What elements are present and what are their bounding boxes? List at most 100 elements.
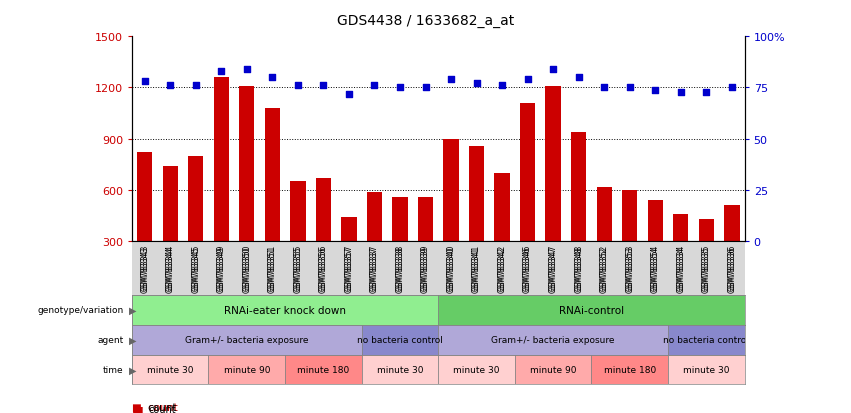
Text: GSM783344: GSM783344 xyxy=(166,246,174,292)
Bar xyxy=(214,78,229,242)
Text: GSM783351: GSM783351 xyxy=(268,246,277,292)
Point xyxy=(444,77,458,83)
Text: GSM783344: GSM783344 xyxy=(166,244,174,291)
Text: GSM783348: GSM783348 xyxy=(574,244,583,290)
Text: GSM783345: GSM783345 xyxy=(191,244,200,291)
Point xyxy=(700,89,713,96)
Point xyxy=(393,85,407,92)
Text: GSM783356: GSM783356 xyxy=(319,244,328,291)
Text: GSM783342: GSM783342 xyxy=(498,244,506,290)
Text: GSM783356: GSM783356 xyxy=(319,246,328,292)
Text: time: time xyxy=(103,365,123,374)
Text: ▶: ▶ xyxy=(129,335,137,345)
Bar xyxy=(137,153,152,242)
Text: ▶: ▶ xyxy=(129,305,137,315)
Bar xyxy=(239,87,254,242)
Text: minute 90: minute 90 xyxy=(224,365,270,374)
Bar xyxy=(188,157,203,242)
Text: GSM783347: GSM783347 xyxy=(549,246,557,292)
Bar xyxy=(494,173,510,242)
Bar xyxy=(163,166,178,242)
Text: GSM783343: GSM783343 xyxy=(140,246,149,292)
Bar xyxy=(341,218,357,242)
Text: GSM783335: GSM783335 xyxy=(702,246,711,292)
Bar xyxy=(438,325,668,355)
Bar xyxy=(392,197,408,242)
Bar xyxy=(520,104,535,242)
Bar xyxy=(668,355,745,385)
Bar xyxy=(438,355,515,385)
Bar xyxy=(316,178,331,242)
Text: ▶: ▶ xyxy=(129,365,137,375)
Text: GSM783357: GSM783357 xyxy=(345,244,353,291)
Bar xyxy=(367,192,382,242)
Text: minute 180: minute 180 xyxy=(297,365,350,374)
Bar xyxy=(622,190,637,242)
Point xyxy=(214,69,228,75)
Text: GSM783336: GSM783336 xyxy=(728,246,736,292)
Point xyxy=(725,85,739,92)
Text: no bacteria control: no bacteria control xyxy=(357,335,443,344)
Text: GSM783340: GSM783340 xyxy=(447,244,455,291)
Text: GSM783347: GSM783347 xyxy=(549,244,557,291)
Text: RNAi-control: RNAi-control xyxy=(559,305,624,315)
Text: agent: agent xyxy=(97,335,123,344)
Text: GSM783335: GSM783335 xyxy=(702,244,711,291)
Text: GSM783350: GSM783350 xyxy=(243,246,251,292)
Text: GSM783343: GSM783343 xyxy=(140,244,149,291)
Bar xyxy=(362,325,438,355)
Text: minute 30: minute 30 xyxy=(147,365,193,374)
Text: GDS4438 / 1633682_a_at: GDS4438 / 1633682_a_at xyxy=(337,14,514,28)
Text: GSM783349: GSM783349 xyxy=(217,246,226,292)
Text: minute 30: minute 30 xyxy=(683,365,729,374)
Bar xyxy=(208,355,285,385)
Text: GSM783341: GSM783341 xyxy=(472,246,481,292)
Text: ■: ■ xyxy=(132,403,144,413)
Point xyxy=(470,81,483,88)
Point xyxy=(623,85,637,92)
Point xyxy=(419,85,432,92)
Bar xyxy=(469,146,484,242)
Point xyxy=(266,75,279,81)
Text: GSM783357: GSM783357 xyxy=(345,246,353,292)
Text: GSM783352: GSM783352 xyxy=(600,244,608,290)
Point xyxy=(138,79,151,85)
Bar xyxy=(132,325,362,355)
Point xyxy=(648,87,662,94)
Text: minute 90: minute 90 xyxy=(530,365,576,374)
Text: GSM783339: GSM783339 xyxy=(421,244,430,291)
Text: GSM783352: GSM783352 xyxy=(600,246,608,292)
Point xyxy=(240,66,254,73)
Text: GSM783353: GSM783353 xyxy=(625,244,634,291)
Text: minute 30: minute 30 xyxy=(454,365,500,374)
Bar xyxy=(673,214,688,242)
Point xyxy=(546,66,560,73)
Text: Gram+/- bacteria exposure: Gram+/- bacteria exposure xyxy=(185,335,309,344)
Text: GSM783354: GSM783354 xyxy=(651,246,660,292)
Bar xyxy=(591,355,668,385)
Text: GSM783338: GSM783338 xyxy=(396,246,404,292)
Point xyxy=(495,83,509,90)
Text: GSM783349: GSM783349 xyxy=(217,244,226,291)
Text: count: count xyxy=(147,402,177,412)
Point xyxy=(597,85,611,92)
Bar xyxy=(443,140,459,242)
Point xyxy=(189,83,203,90)
Bar xyxy=(418,197,433,242)
Text: minute 180: minute 180 xyxy=(603,365,656,374)
Text: GSM783337: GSM783337 xyxy=(370,246,379,292)
Text: ■  count: ■ count xyxy=(132,402,178,412)
Bar xyxy=(648,201,663,242)
Bar xyxy=(132,295,438,325)
Bar xyxy=(668,325,745,355)
Text: GSM783337: GSM783337 xyxy=(370,244,379,291)
Text: Gram+/- bacteria exposure: Gram+/- bacteria exposure xyxy=(491,335,615,344)
Text: GSM783342: GSM783342 xyxy=(498,246,506,292)
Bar xyxy=(285,355,362,385)
Point xyxy=(572,75,585,81)
Text: GSM783346: GSM783346 xyxy=(523,246,532,292)
Text: RNAi-eater knock down: RNAi-eater knock down xyxy=(224,305,346,315)
Text: GSM783348: GSM783348 xyxy=(574,246,583,292)
Text: GSM783339: GSM783339 xyxy=(421,246,430,292)
Bar xyxy=(132,355,208,385)
